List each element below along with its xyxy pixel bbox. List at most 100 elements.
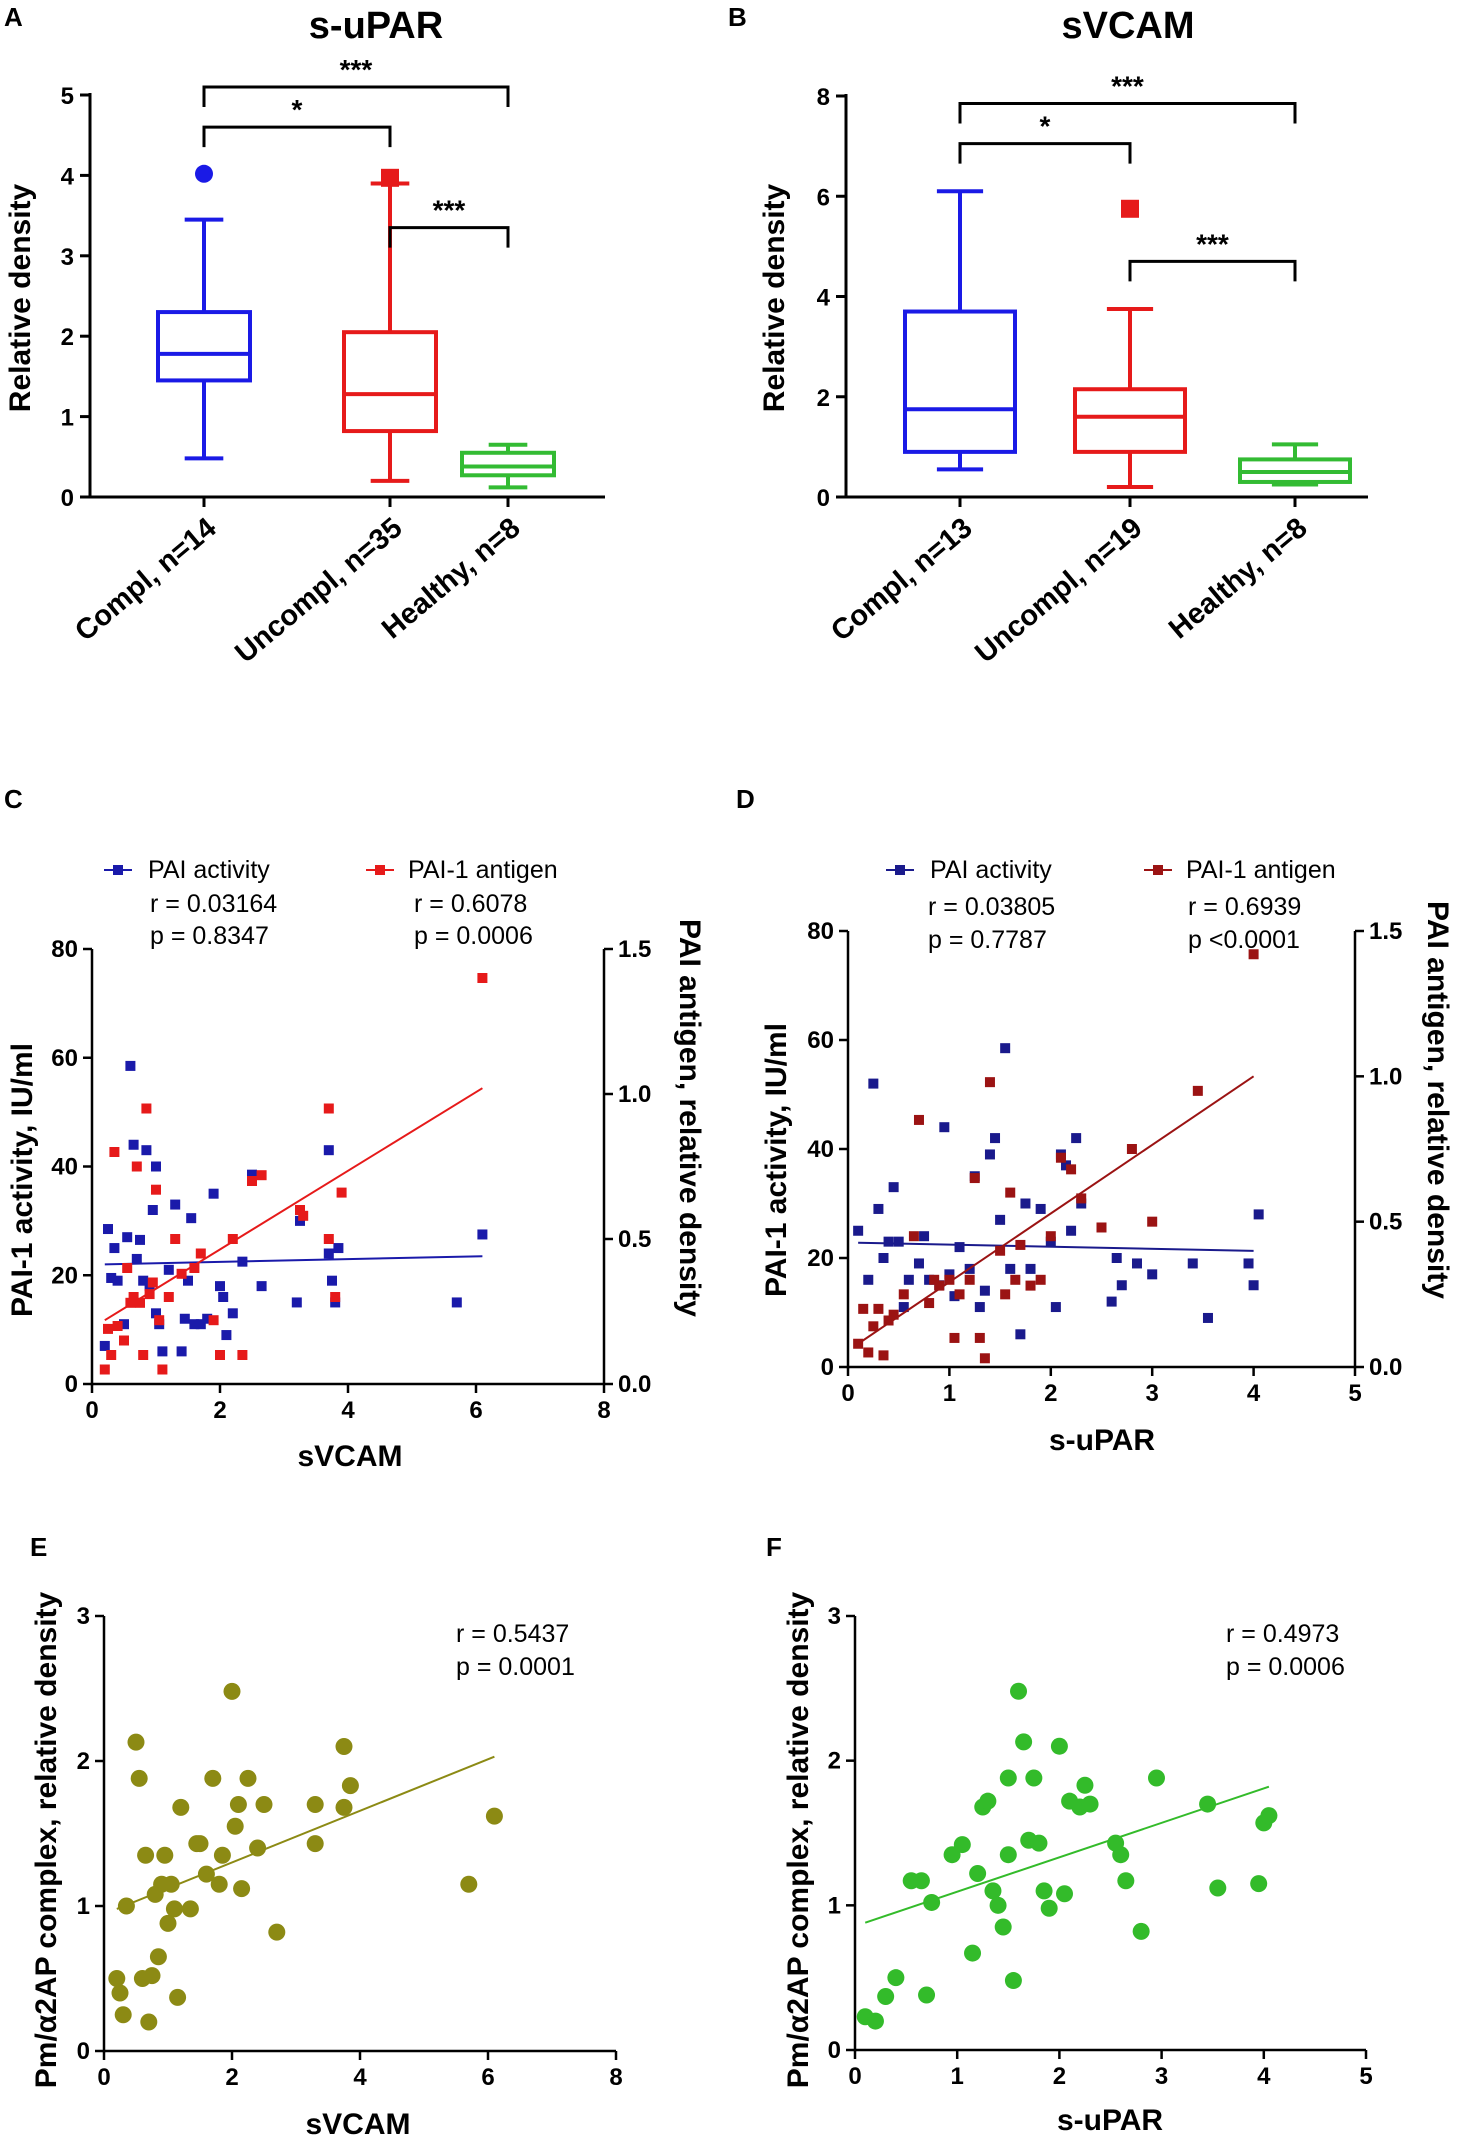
- data-point: [151, 1161, 161, 1172]
- chart-e-xtick: 8: [609, 2064, 622, 2091]
- data-point: [1147, 1216, 1158, 1227]
- data-point: [1055, 1152, 1066, 1163]
- data-point: [125, 1297, 136, 1308]
- panel-letter-c: C: [4, 784, 23, 814]
- data-point: [1000, 1043, 1011, 1054]
- chart-d-y2tick-labels: 0.0 0.5 1.0 1.5: [1369, 918, 1402, 1381]
- data-point: [210, 1875, 228, 1893]
- significance-bracket: [958, 102, 1297, 124]
- chart-b-category-labels: Compl, n=13 Uncompl, n=19 Healthy, n=8: [825, 512, 1313, 670]
- data-point: [866, 2012, 884, 2030]
- data-point: [1004, 1972, 1022, 1990]
- chart-f-xtick: 0: [848, 2063, 861, 2090]
- data-point: [1131, 1258, 1142, 1269]
- data-point: [295, 1215, 305, 1226]
- data-point: [291, 1297, 302, 1308]
- data-point: [227, 1234, 238, 1244]
- data-point: [1126, 1144, 1137, 1154]
- chart-b-category-label: Compl, n=13: [825, 512, 978, 648]
- data-point: [944, 1274, 955, 1285]
- chart-a-ytick: 3: [61, 244, 74, 271]
- data-point: [451, 1297, 462, 1308]
- chart-f-stat-r: r = 0.4973: [1226, 1620, 1339, 1648]
- chart-c-xtick: 8: [597, 1397, 610, 1424]
- data-point: [485, 1807, 503, 1825]
- data-point: [979, 1353, 990, 1364]
- data-point: [335, 1738, 353, 1755]
- data-point: [1187, 1258, 1198, 1269]
- data-point: [1112, 1846, 1130, 1864]
- data-point: [306, 1796, 324, 1813]
- chart-b-ytick-labels: 0 2 4 6 8: [817, 84, 831, 512]
- data-point: [979, 1792, 997, 1810]
- chart-d-xtick-labels: 0 1 2 3 4 5: [841, 1380, 1361, 1407]
- data-point: [114, 2006, 132, 2024]
- outlier-point: [381, 168, 399, 187]
- data-point: [195, 1248, 206, 1259]
- significance-bracket: [202, 85, 510, 107]
- data-point: [151, 1184, 161, 1195]
- data-point: [333, 1243, 344, 1254]
- data-point: [1045, 1231, 1056, 1242]
- chart-d-ytick-labels: 0 20 40 60 80: [807, 918, 834, 1381]
- data-point: [964, 1274, 975, 1285]
- data-point: [1076, 1198, 1087, 1209]
- data-point: [1116, 1280, 1127, 1291]
- data-point: [888, 1309, 899, 1320]
- data-point: [863, 1274, 874, 1285]
- chart-c-stat-r: r = 0.6078: [414, 890, 527, 918]
- data-point: [176, 1268, 187, 1279]
- data-point: [1066, 1164, 1077, 1175]
- data-point: [949, 1332, 960, 1343]
- panel-letter-a: A: [4, 2, 23, 32]
- data-point: [298, 1210, 309, 1221]
- data-point: [1005, 1263, 1016, 1274]
- chart-a-ytick: 0: [61, 485, 74, 512]
- data-point: [1035, 1882, 1053, 1900]
- regression-line: [116, 1755, 495, 1910]
- chart-a-category-labels: Compl, n=14 Uncompl, n=35 Healthy, n=8: [69, 512, 526, 670]
- chart-a-sig-label: ***: [340, 54, 373, 85]
- data-point: [170, 1199, 181, 1210]
- box-iqr: [342, 330, 438, 434]
- chart-b-ytick: 6: [817, 184, 830, 211]
- data-point: [1209, 1879, 1227, 1897]
- chart-b-significance-labels: * *** ***: [1040, 71, 1229, 260]
- data-point: [189, 1319, 200, 1330]
- data-point: [141, 1103, 152, 1114]
- data-point: [853, 1338, 864, 1349]
- box-iqr: [156, 310, 252, 383]
- chart-a-category-label: Uncompl, n=35: [229, 512, 408, 670]
- data-point: [112, 1275, 123, 1286]
- data-point: [898, 1302, 909, 1313]
- chart-f-xtick: 4: [1257, 2063, 1271, 2090]
- data-point: [131, 1253, 142, 1264]
- data-point: [131, 1161, 142, 1172]
- data-point: [1000, 1289, 1011, 1300]
- data-point: [995, 1214, 1006, 1225]
- chart-f-xtick: 5: [1359, 2063, 1372, 2090]
- data-point: [138, 1275, 149, 1286]
- data-point: [227, 1308, 238, 1319]
- data-point: [477, 1229, 488, 1240]
- data-point: [255, 1796, 273, 1813]
- data-point: [984, 1077, 995, 1088]
- chart-a-significance-labels: * *** ***: [292, 54, 466, 226]
- chart-c-ytick: 60: [51, 1045, 78, 1072]
- data-point: [1066, 1225, 1077, 1236]
- data-point: [878, 1253, 889, 1263]
- chart-c-y2label: PAI antigen, relative density: [673, 919, 706, 1317]
- data-point: [995, 1245, 1006, 1256]
- chart-a-ytick: 4: [61, 163, 75, 190]
- chart-e-ylabel: Pm/α2AP complex, relative density: [30, 1591, 63, 2088]
- chart-c-legend: PAI activity r = 0.03164 p = 0.8347 PAI-…: [148, 856, 558, 950]
- panel-f: F s-uPAR Pm/α2AP complex, relative densi…: [766, 1532, 1373, 2137]
- data-point: [151, 1308, 161, 1319]
- data-point: [923, 1893, 941, 1911]
- panel-a: A s-uPAR Relative density 0 1 2 3 4 5 Co…: [4, 2, 605, 669]
- data-point: [1199, 1795, 1217, 1813]
- data-point: [249, 1839, 267, 1857]
- data-point: [1061, 1160, 1072, 1171]
- significance-bracket: [388, 226, 510, 248]
- data-point: [130, 1769, 148, 1787]
